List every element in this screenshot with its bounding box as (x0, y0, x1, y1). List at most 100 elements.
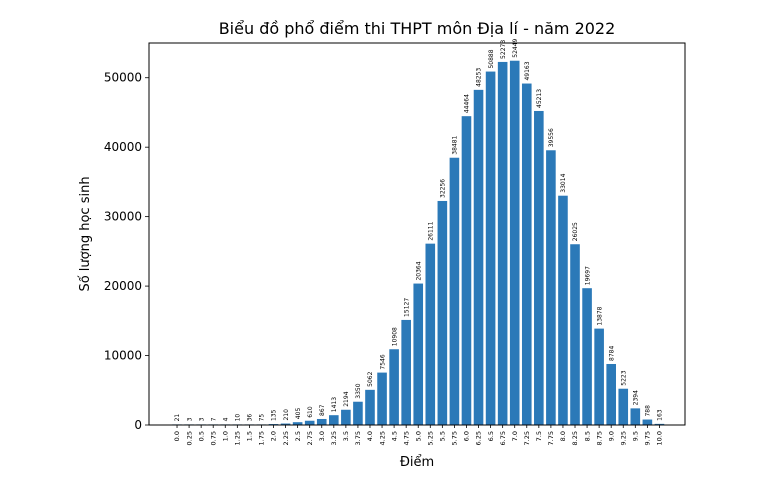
x-tick-label: 3.75 (354, 431, 362, 445)
x-tick-label: 6.75 (499, 431, 507, 445)
x-tick-label: 9.75 (644, 431, 652, 445)
y-tick-label: 10000 (104, 349, 142, 363)
bar-value-label: 405 (295, 408, 302, 420)
x-tick-label: 2.25 (282, 431, 290, 445)
bar-value-label: 135 (271, 409, 278, 421)
x-tick-label: 5.5 (439, 431, 447, 441)
bar (353, 401, 363, 425)
bar (546, 150, 556, 425)
x-tick-label: 4.25 (378, 431, 386, 445)
bar-value-label: 163 (657, 409, 664, 421)
bar-value-label: 21 (174, 414, 181, 422)
x-tick-label: 6.25 (475, 431, 483, 445)
bar-value-label: 45213 (536, 89, 543, 108)
bar (509, 60, 520, 425)
x-tick-label: 7.75 (547, 431, 555, 445)
bar (473, 89, 484, 426)
bar (558, 195, 568, 425)
bar-value-label: 26111 (427, 221, 434, 240)
bar (570, 244, 580, 425)
bar (449, 157, 460, 426)
bar (618, 388, 629, 425)
x-tick-label: 8.75 (595, 431, 603, 445)
x-tick-label: 0.25 (185, 431, 193, 445)
bar (401, 319, 411, 425)
x-tick-label: 6.0 (463, 431, 471, 441)
bar (642, 419, 653, 425)
x-tick-label: 3.25 (330, 431, 338, 445)
bar-value-label: 26025 (572, 222, 579, 241)
bar-value-label: 3350 (355, 383, 362, 398)
x-tick-label: 8.25 (571, 431, 579, 445)
bar-value-label: 4 (222, 417, 229, 421)
y-tick-label: 40000 (104, 140, 142, 154)
bar-value-label: 20364 (415, 261, 422, 280)
bar (485, 71, 496, 425)
bar-value-label: 3 (186, 417, 193, 421)
x-tick-label: 8.0 (559, 431, 567, 441)
bar-value-label: 210 (283, 409, 290, 421)
bar (341, 409, 351, 425)
x-tick-label: 5.25 (426, 431, 434, 445)
x-tick-label: 9.25 (619, 431, 627, 445)
bar-value-label: 7546 (379, 354, 386, 369)
bar (630, 408, 641, 425)
x-tick-label: 9.0 (607, 431, 615, 441)
x-tick-label: 4.5 (390, 431, 398, 441)
value-labels-layer: 21 3 3 7 4 10 36 75 135 210 405 610 867 1413 2194 3350 5… (174, 38, 663, 421)
x-tick-label: 4.75 (402, 431, 410, 445)
x-axis-label: Điểm (400, 455, 434, 470)
y-tick-label: 20000 (104, 279, 142, 293)
x-tick-label: 7.5 (535, 431, 543, 441)
bar-value-label: 44464 (464, 94, 471, 113)
bar-value-label: 788 (645, 405, 652, 417)
bar-value-label: 10908 (391, 327, 398, 346)
bar-value-label: 52273 (500, 40, 507, 59)
bar (365, 389, 375, 425)
x-tick-label: 9.5 (632, 431, 640, 441)
x-tick-label: 4.0 (366, 431, 374, 441)
x-tick-label: 1.75 (258, 431, 266, 445)
bar (377, 372, 387, 425)
x-tick-label: 2.75 (306, 431, 314, 445)
x-tick-label: 7.0 (511, 431, 519, 441)
x-tick-label: 0.75 (209, 431, 217, 445)
bar (425, 243, 436, 425)
bar-value-label: 3 (198, 417, 205, 421)
y-tick-label: 0 (134, 418, 142, 432)
bar-value-label: 19697 (584, 266, 591, 285)
x-tick-label: 1.5 (246, 431, 254, 441)
bar-value-label: 75 (259, 414, 266, 422)
x-tick-label: 0.0 (173, 431, 181, 441)
bar-value-label: 2194 (343, 391, 350, 406)
x-tick-label: 2.0 (270, 431, 278, 441)
bar (316, 418, 327, 425)
chart-title: Biểu đồ phổ điểm thi THPT môn Địa lí - n… (219, 19, 616, 38)
bar-value-label: 32256 (440, 179, 447, 198)
x-tick-label: 3.5 (342, 431, 350, 441)
bar (534, 110, 544, 425)
bar-value-label: 33014 (560, 173, 567, 192)
x-tick-label: 6.5 (487, 431, 495, 441)
bar-value-label: 5062 (367, 371, 374, 386)
bar (437, 200, 448, 425)
bar (497, 61, 508, 425)
x-tick-label: 7.25 (523, 431, 531, 445)
bar (521, 83, 532, 425)
x-tick-label: 5.75 (451, 431, 459, 445)
bar-value-label: 610 (307, 406, 314, 418)
x-tick-label: 0.5 (197, 431, 205, 441)
bar-value-label: 36 (247, 414, 254, 422)
bars-layer (172, 60, 665, 426)
bar-value-label: 13878 (596, 306, 603, 325)
y-axis-label: Số lượng học sinh (78, 176, 93, 291)
y-tick-label: 30000 (104, 210, 142, 224)
bar-value-label: 1413 (331, 397, 338, 412)
bar-value-label: 7 (210, 417, 217, 421)
bar (280, 423, 291, 425)
bar-value-label: 8784 (608, 346, 615, 361)
bar (461, 116, 472, 426)
x-tick-label: 10.0 (656, 431, 664, 445)
bar-value-label: 38481 (452, 135, 459, 154)
